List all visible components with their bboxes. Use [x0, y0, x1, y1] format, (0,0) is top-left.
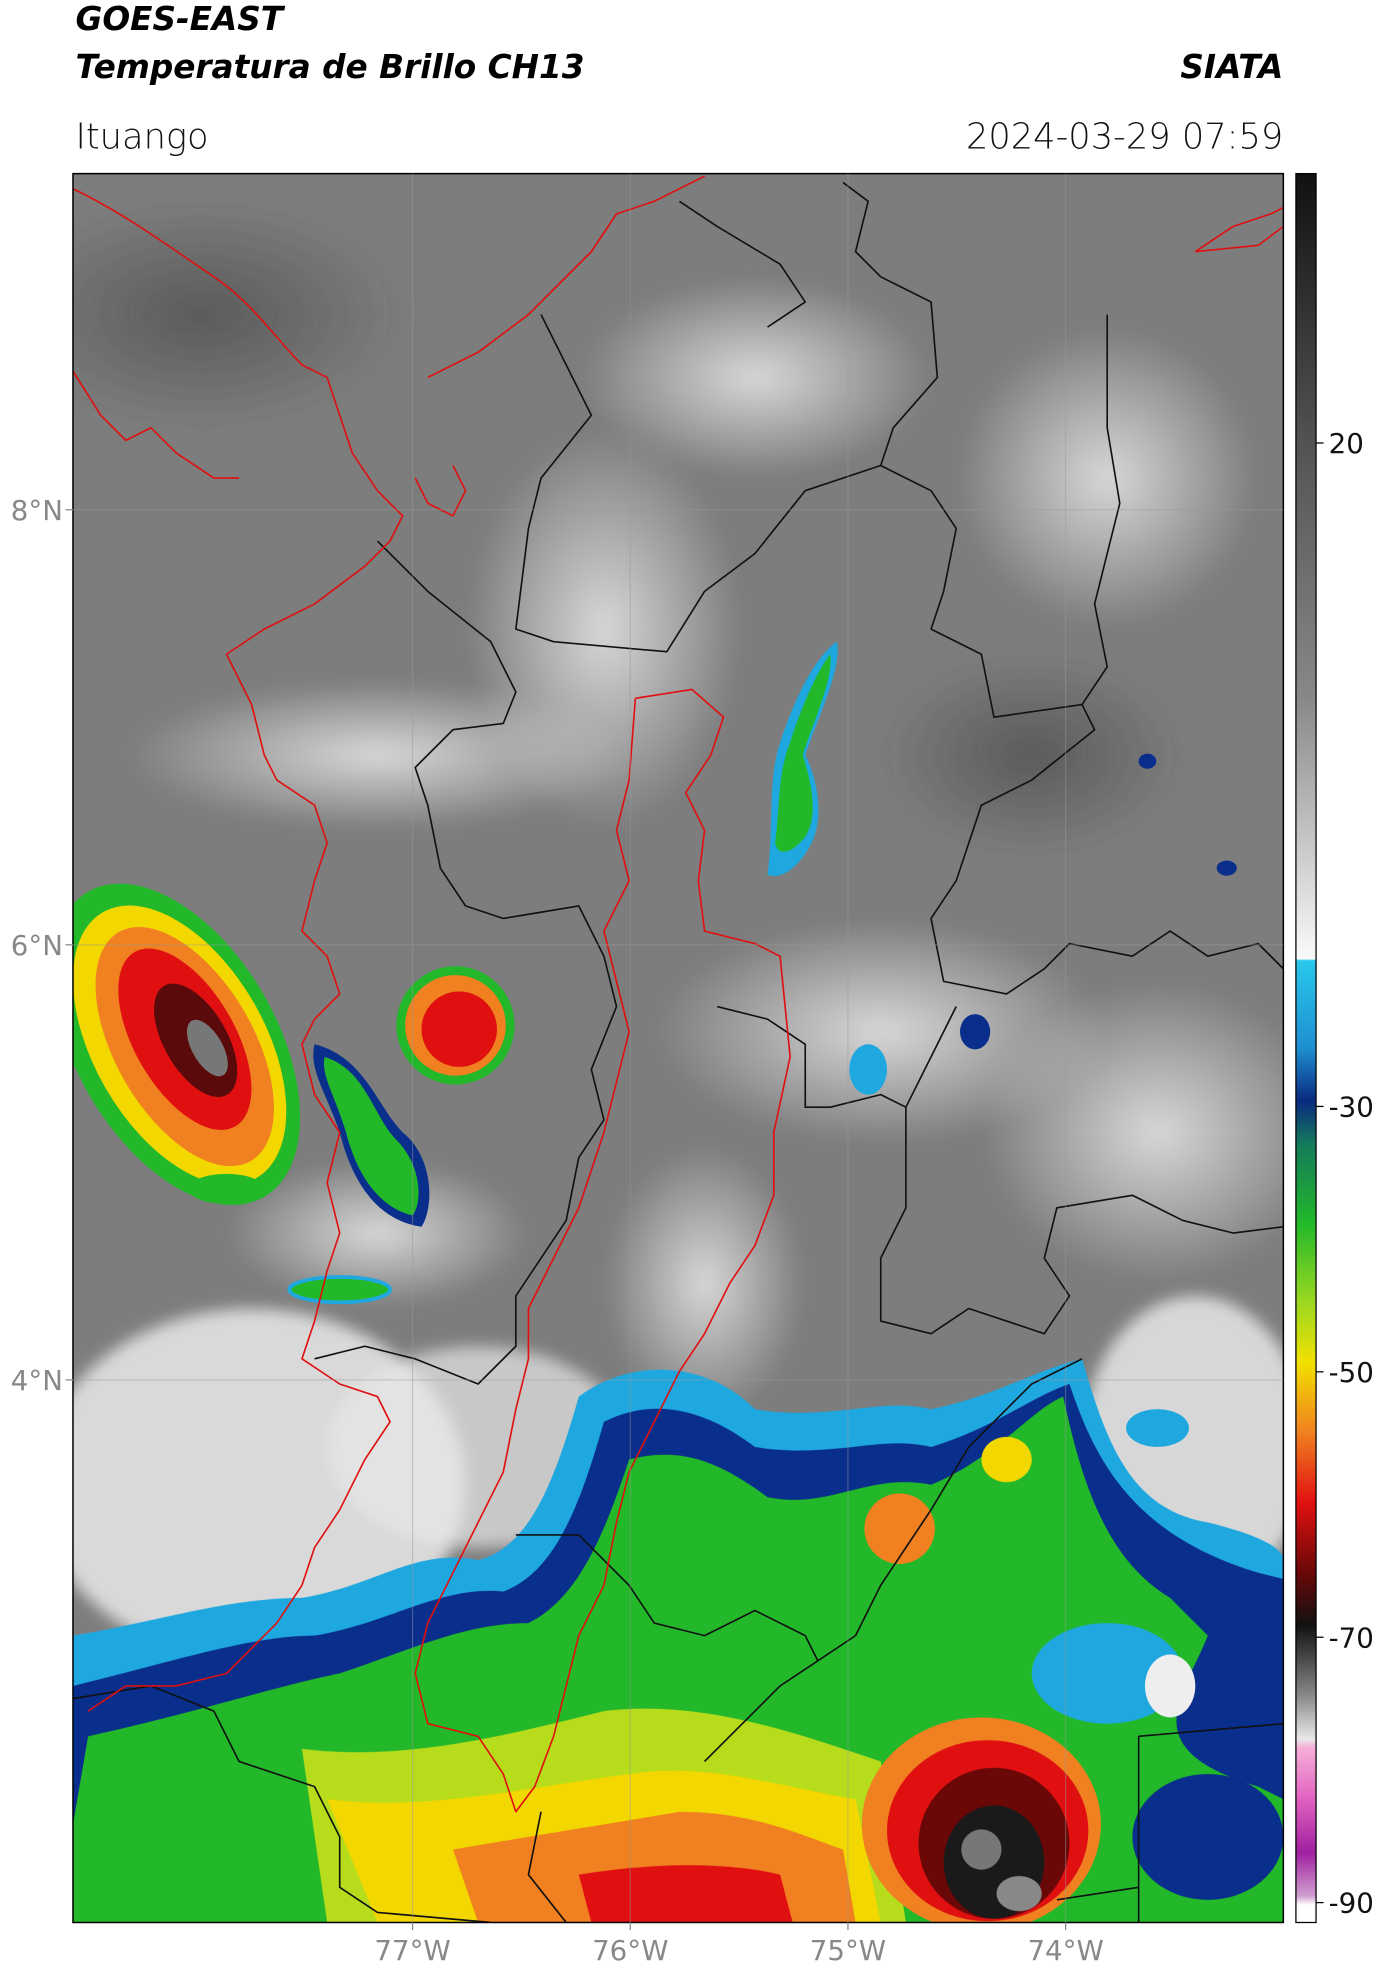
- y-tick-label: 6°N: [11, 929, 63, 962]
- y-tick-label: 8°N: [11, 494, 63, 527]
- satellite-title: GOES-EAST: [75, 0, 285, 38]
- product-title: Temperatura de Brillo CH13: [75, 48, 584, 86]
- colorbar-tick-label: -70: [1329, 1621, 1374, 1654]
- x-tick-label: 75°W: [810, 1934, 886, 1967]
- colorbar-tick-label: 20: [1329, 427, 1364, 460]
- satellite-image: [72, 173, 1284, 1923]
- x-tick-label: 74°W: [1027, 1934, 1103, 1967]
- y-tick-label: 4°N: [11, 1364, 63, 1397]
- colorbar: [1295, 172, 1317, 1924]
- colorbar-tick-label: -30: [1329, 1091, 1374, 1124]
- colorbar-tick-label: -90: [1329, 1887, 1374, 1920]
- x-tick-label: 76°W: [592, 1934, 668, 1967]
- x-tick-label: 77°W: [374, 1934, 450, 1967]
- location-label: Ituango: [75, 116, 208, 157]
- colorbar-tick-label: -50: [1329, 1356, 1374, 1389]
- source-label: SIATA: [1180, 48, 1283, 86]
- timestamp-label: 2024-03-29 07:59: [966, 116, 1283, 157]
- map-frame: [72, 172, 1285, 1924]
